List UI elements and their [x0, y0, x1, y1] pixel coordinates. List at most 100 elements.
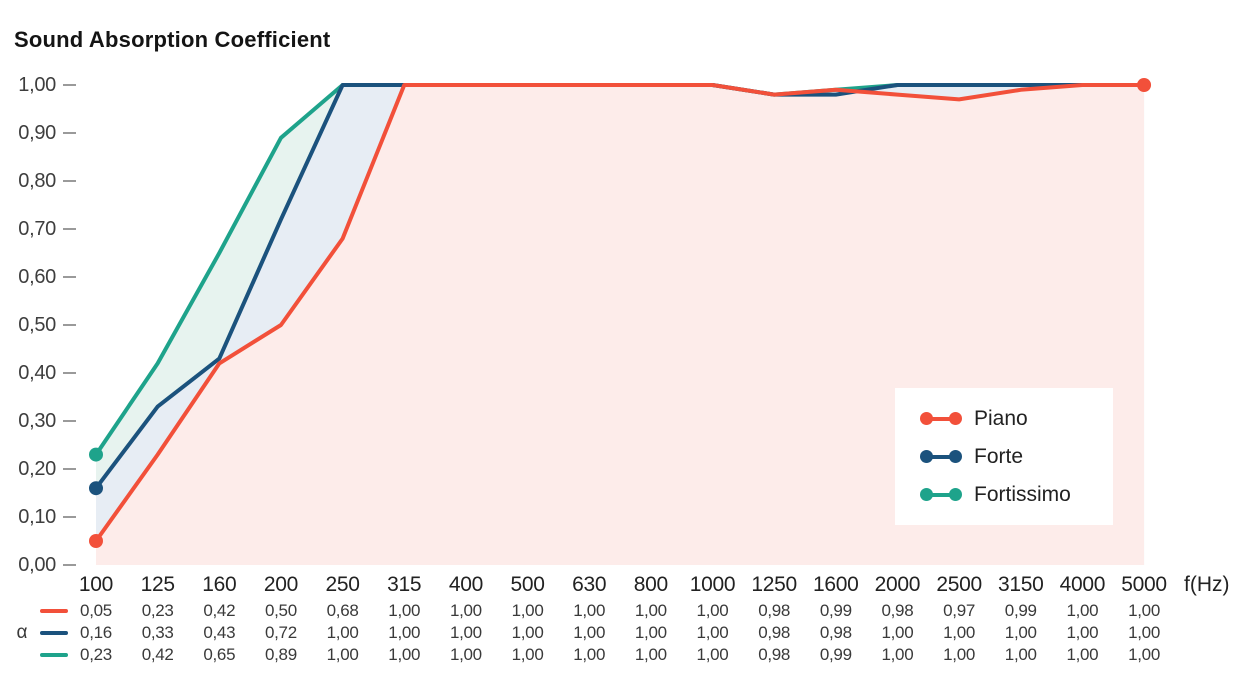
- x-tick-label: 125: [140, 573, 175, 596]
- forte-row-swatch-icon: [40, 631, 68, 635]
- y-tick-mark: [63, 516, 76, 518]
- table-cell: 1,00: [449, 645, 482, 664]
- y-tick-mark: [63, 132, 76, 134]
- x-tick-label: 250: [325, 573, 360, 596]
- forte-line-swatch-icon: [920, 450, 962, 463]
- table-cell: 0,72: [264, 623, 297, 642]
- table-cell: 0,99: [819, 645, 852, 664]
- y-tick-label: 0,50: [18, 314, 56, 336]
- table-cell: 1,00: [573, 601, 606, 620]
- y-tick-mark: [63, 84, 76, 86]
- table-cell: 1,00: [326, 645, 359, 664]
- table-cell: 0,98: [758, 601, 791, 620]
- y-tick-mark: [63, 564, 76, 566]
- y-tick-label: 0,00: [18, 554, 56, 576]
- x-tick-label: 1250: [751, 573, 797, 596]
- table-cell: 0,50: [264, 601, 297, 620]
- x-tick-label: 4000: [1059, 573, 1106, 596]
- data-point-marker-piano: [1137, 78, 1152, 92]
- table-cell: 0,43: [203, 623, 236, 642]
- legend-item-forte: Forte: [920, 444, 1113, 469]
- y-tick-mark: [63, 420, 76, 422]
- table-cell: 1,00: [943, 623, 976, 642]
- alpha-axis-label: α: [16, 622, 28, 643]
- table-cell: 0,42: [141, 645, 174, 664]
- table-cell: 1,00: [634, 645, 667, 664]
- x-tick-label: 2000: [874, 573, 921, 596]
- piano-line-swatch-icon: [920, 412, 962, 425]
- table-cell: 0,99: [1004, 601, 1037, 620]
- table-cell: 0,05: [80, 601, 112, 620]
- table-cell: 1,00: [1128, 623, 1160, 642]
- y-tick-mark: [63, 468, 76, 470]
- y-tick-label: 0,30: [18, 410, 56, 432]
- x-tick-label: 3150: [997, 573, 1044, 596]
- table-cell: 1,00: [511, 601, 544, 620]
- legend-item-piano: Piano: [920, 406, 1113, 431]
- table-cell: 1,00: [1128, 601, 1160, 620]
- x-axis-unit-label: f(Hz): [1184, 573, 1230, 596]
- y-tick-mark: [63, 180, 76, 182]
- y-tick-label: 0,70: [18, 218, 56, 240]
- table-cell: 0,98: [819, 623, 852, 642]
- y-tick-label: 0,10: [18, 506, 56, 528]
- table-cell: 1,00: [388, 645, 421, 664]
- data-point-marker-piano: [89, 534, 103, 548]
- table-cell: 1,00: [449, 623, 482, 642]
- y-tick-label: 1,00: [18, 74, 56, 96]
- piano-row-swatch-icon: [40, 609, 68, 613]
- x-tick-label: 200: [263, 573, 298, 596]
- table-cell: 1,00: [388, 623, 421, 642]
- x-tick-label: 1000: [689, 573, 736, 596]
- series-line-piano: [94, 83, 1147, 543]
- table-cell: 0,98: [758, 645, 791, 664]
- y-tick-mark: [63, 228, 76, 230]
- page-title: Sound Absorption Coefficient: [14, 27, 331, 52]
- y-tick-mark: [63, 276, 76, 278]
- table-cell: 0,65: [203, 645, 236, 664]
- x-tick-label: 500: [510, 573, 545, 596]
- table-cell: 0,23: [80, 645, 112, 664]
- table-cell: 1,00: [388, 601, 421, 620]
- x-tick-label: 1600: [813, 573, 859, 596]
- y-tick-mark: [63, 324, 76, 326]
- table-cell: 0,23: [141, 601, 174, 620]
- table-cell: 1,00: [573, 623, 606, 642]
- fortissimo-row-swatch-icon: [40, 653, 68, 657]
- table-cell: 1,00: [1066, 623, 1099, 642]
- table-cell: 0,98: [881, 601, 914, 620]
- y-tick-label: 0,80: [18, 170, 56, 192]
- table-cell: 0,16: [80, 623, 112, 642]
- table-cell: 1,00: [696, 623, 729, 642]
- table-cell: 1,00: [511, 623, 544, 642]
- table-cell: 1,00: [511, 645, 544, 664]
- data-point-marker-forte: [89, 481, 103, 496]
- x-tick-label: 800: [633, 573, 668, 596]
- x-tick-label: 400: [448, 573, 483, 596]
- legend-item-fortissimo: Fortissimo: [920, 482, 1113, 507]
- table-cell: 1,00: [634, 623, 667, 642]
- table-cell: 0,99: [819, 601, 852, 620]
- table-cell: 1,00: [1066, 601, 1099, 620]
- table-cell: 1,00: [696, 645, 729, 664]
- y-tick-label: 0,90: [18, 122, 56, 144]
- x-tick-label: 315: [387, 573, 422, 596]
- legend-label-fortissimo: Fortissimo: [974, 482, 1071, 506]
- x-tick-label: 5000: [1121, 573, 1167, 596]
- y-tick-label: 0,40: [18, 362, 56, 384]
- table-cell: 0,97: [943, 601, 976, 620]
- table-cell: 0,42: [203, 601, 236, 620]
- y-tick-mark: [63, 372, 76, 374]
- table-cell: 1,00: [881, 623, 914, 642]
- table-cell: 1,00: [881, 645, 914, 664]
- table-cell: 1,00: [1004, 623, 1037, 642]
- data-point-marker-fortissimo: [89, 447, 103, 462]
- x-tick-label: 630: [572, 573, 607, 596]
- x-tick-label: 2500: [936, 573, 982, 596]
- table-cell: 1,00: [634, 601, 667, 620]
- table-cell: 1,00: [1128, 645, 1160, 664]
- table-cell: 1,00: [1066, 645, 1099, 664]
- table-cell: 1,00: [1004, 645, 1037, 664]
- legend-label-forte: Forte: [974, 444, 1024, 468]
